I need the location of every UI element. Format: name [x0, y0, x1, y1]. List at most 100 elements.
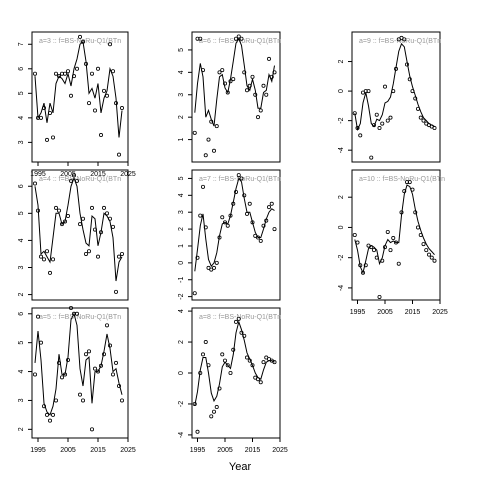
- data-point: [99, 133, 104, 138]
- data-point: [250, 220, 255, 225]
- x-tick-label: 2005: [217, 447, 233, 454]
- data-point: [51, 257, 56, 262]
- data-point: [214, 124, 219, 129]
- data-point: [87, 349, 92, 354]
- y-tick-label: 2: [178, 340, 185, 344]
- data-point: [33, 71, 38, 76]
- data-point: [54, 205, 59, 210]
- data-point: [39, 115, 44, 120]
- data-point: [60, 222, 65, 227]
- data-point: [102, 88, 107, 93]
- panel-frame: [191, 31, 281, 163]
- y-tick-label: 3: [178, 210, 185, 214]
- panel-3: a=9 :: f=BS-NoRu-Q1(BTn-4 -2 0 2: [338, 31, 441, 163]
- data-point: [363, 89, 368, 94]
- data-point: [108, 343, 113, 348]
- data-point: [36, 208, 41, 213]
- y-tick-label: 3: [18, 140, 25, 144]
- data-point: [360, 270, 365, 275]
- data-point: [402, 37, 407, 42]
- panel-frame: [31, 307, 129, 439]
- data-point: [366, 89, 371, 94]
- y-tick-label: 5: [178, 176, 185, 180]
- data-point: [369, 155, 374, 160]
- data-point: [192, 291, 197, 296]
- data-point: [239, 36, 244, 41]
- data-point: [253, 92, 258, 97]
- y-tick-label: -2: [338, 117, 345, 123]
- data-point: [54, 398, 59, 403]
- y-tick-label: 3: [178, 93, 185, 97]
- data-point: [374, 255, 379, 260]
- data-point: [261, 83, 266, 88]
- data-point: [255, 235, 260, 240]
- data-point: [102, 352, 107, 357]
- data-point: [57, 74, 62, 79]
- y-tick-label: 4: [178, 193, 185, 197]
- y-tick-label: 0: [338, 225, 345, 229]
- data-point: [380, 121, 385, 126]
- data-point: [120, 251, 125, 256]
- data-point: [385, 118, 390, 123]
- panel-title: a=5 :: f=BS-NoRu-Q1(BTn: [39, 314, 121, 321]
- y-tick-label: 7: [18, 42, 25, 46]
- data-point: [51, 135, 56, 140]
- x-tick-label: 2015: [90, 447, 106, 454]
- data-point: [228, 79, 233, 84]
- data-point: [72, 173, 77, 178]
- data-point: [261, 223, 266, 228]
- data-point: [272, 70, 277, 75]
- data-point: [413, 96, 418, 101]
- y-tick-label: 5: [18, 341, 25, 345]
- y-tick-label: 5: [18, 211, 25, 215]
- y-tick-label: -2: [178, 401, 185, 407]
- data-point: [236, 316, 241, 321]
- data-point: [231, 201, 236, 206]
- data-point: [407, 77, 412, 82]
- data-point: [33, 372, 38, 377]
- fit-line: [194, 37, 275, 127]
- data-point: [111, 372, 116, 377]
- y-tick-label: -4: [338, 285, 345, 291]
- data-point: [93, 108, 98, 113]
- data-point: [209, 267, 214, 272]
- y-tick-label: 0: [178, 261, 185, 265]
- data-point: [222, 81, 227, 86]
- data-point: [66, 69, 71, 74]
- data-point: [355, 126, 360, 131]
- data-point: [200, 184, 205, 189]
- data-point: [269, 74, 274, 79]
- x-tick-label: 2015: [245, 447, 261, 454]
- data-point: [418, 115, 423, 120]
- data-point: [233, 319, 238, 324]
- data-point: [371, 123, 376, 128]
- data-point: [96, 254, 101, 259]
- data-point: [75, 311, 80, 316]
- data-point: [75, 66, 80, 71]
- data-point: [114, 101, 119, 106]
- data-point: [105, 93, 110, 98]
- y-tick-label: 2: [18, 293, 25, 297]
- data-point: [99, 363, 104, 368]
- data-point: [42, 257, 47, 262]
- data-point: [63, 71, 68, 76]
- data-point: [66, 214, 71, 219]
- data-point: [192, 401, 197, 406]
- data-point: [75, 178, 80, 183]
- data-point: [72, 74, 77, 79]
- data-point: [48, 110, 53, 115]
- data-point: [264, 92, 269, 97]
- data-point: [81, 216, 86, 221]
- panel-title: a=9 :: f=BS-NoRu-Q1(BTn: [359, 38, 441, 45]
- data-point: [105, 211, 110, 216]
- data-point: [198, 370, 203, 375]
- data-point: [266, 56, 271, 61]
- data-point: [266, 205, 271, 210]
- x-tick-label: 1995: [350, 309, 366, 316]
- y-tick-label: 6: [18, 67, 25, 71]
- y-tick-label: 0: [338, 89, 345, 93]
- data-point: [90, 427, 95, 432]
